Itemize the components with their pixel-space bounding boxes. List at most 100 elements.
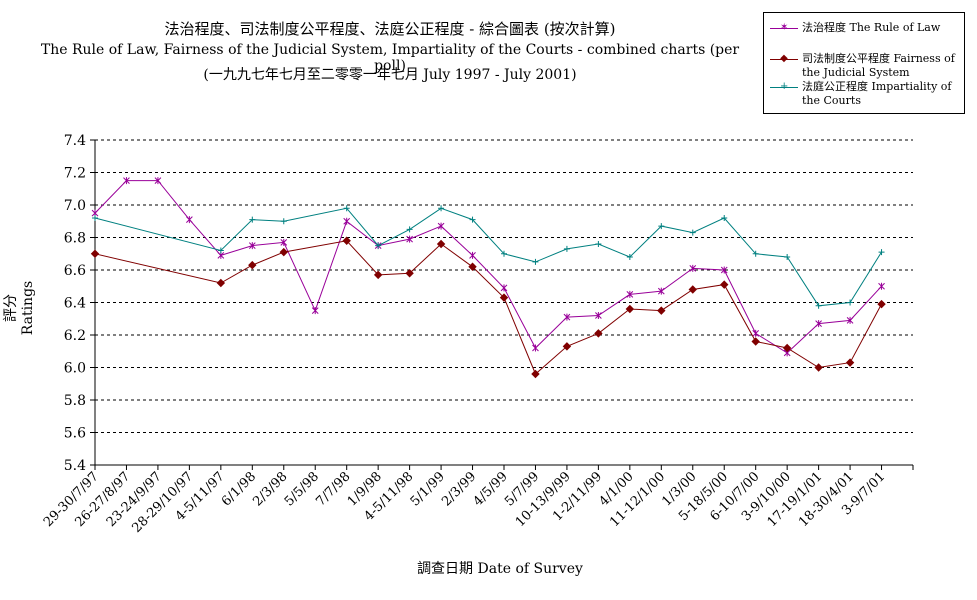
data-point-plus xyxy=(532,258,539,265)
legend-label-fairness: 司法制度公平程度 Fairness of the Judicial System xyxy=(802,52,955,79)
chart-subtitle-english: The Rule of Law, Fairness of the Judicia… xyxy=(40,42,740,74)
x-tick-label: 5/1/99 xyxy=(408,469,448,509)
data-point-diamond xyxy=(625,304,635,314)
data-point-diamond xyxy=(342,236,351,245)
x-tick-label: 6/1/98 xyxy=(219,469,259,509)
legend-swatch-impartiality xyxy=(770,87,798,88)
legend-label-rule-of-law: 法治程度 The Rule of Law xyxy=(802,21,941,34)
data-point-diamond xyxy=(216,278,226,288)
data-point-diamond xyxy=(657,306,666,315)
data-point-star xyxy=(469,251,476,259)
data-point-diamond xyxy=(877,299,886,309)
data-point-star xyxy=(406,235,413,243)
data-point-star xyxy=(720,266,728,274)
y-tick-label: 6.0 xyxy=(64,361,86,377)
data-point-star xyxy=(626,290,634,298)
legend-label-impartiality: 法庭公正程度 Impartiality of the Courts xyxy=(802,80,952,107)
y-tick-label: 6.4 xyxy=(64,296,86,312)
data-point-star xyxy=(311,307,319,315)
legend-diamond-marker-icon: ◆ xyxy=(780,53,788,64)
data-point-diamond xyxy=(814,363,823,372)
data-point-plus xyxy=(752,250,759,257)
data-point-star xyxy=(500,284,508,292)
data-point-plus xyxy=(595,241,602,247)
data-point-star xyxy=(186,216,193,224)
data-point-diamond xyxy=(531,369,540,379)
legend-swatch-fairness xyxy=(770,59,798,60)
data-point-plus xyxy=(815,302,822,309)
x-tick-label: 2/3/98 xyxy=(250,469,290,509)
data-point-diamond xyxy=(279,247,288,257)
legend-item-fairness: ◆ 司法制度公平程度 Fairness of the Judicial Syst… xyxy=(764,52,964,82)
chart-title: 法治程度、司法制度公平程度、法庭公正程度 - 綜合圖表 (按次計算) xyxy=(164,20,616,38)
data-point-plus xyxy=(469,216,476,223)
data-point-star xyxy=(154,177,162,185)
y-tick-label: 5.8 xyxy=(64,393,86,409)
data-point-star xyxy=(815,320,822,328)
x-tick-label: 5/5/98 xyxy=(282,469,322,509)
data-point-plus xyxy=(406,226,413,233)
legend-star-marker-icon: ✶ xyxy=(780,22,789,33)
series-line-2 xyxy=(94,207,882,307)
data-point-diamond xyxy=(373,270,383,280)
data-point-star xyxy=(846,316,854,324)
data-point-plus xyxy=(563,245,570,252)
data-point-diamond xyxy=(405,269,414,278)
data-point-star xyxy=(689,264,697,272)
data-point-plus xyxy=(280,218,287,225)
data-point-diamond xyxy=(436,239,446,249)
data-point-star xyxy=(878,282,885,290)
legend-swatch-rule-of-law xyxy=(770,28,798,29)
legend-item-rule-of-law: ✶ 法治程度 The Rule of Law xyxy=(764,21,964,51)
data-point-plus xyxy=(249,216,256,223)
data-point-plus xyxy=(343,205,350,212)
data-point-star xyxy=(248,242,256,250)
data-point-plus xyxy=(626,254,633,260)
data-point-diamond xyxy=(751,337,760,346)
data-point-star xyxy=(532,344,539,352)
x-tick-label: 2/3/99 xyxy=(439,469,479,509)
data-point-diamond xyxy=(248,260,257,270)
x-tick-label: 4/5/99 xyxy=(471,469,511,509)
legend: ✶ 法治程度 The Rule of Law ◆ 司法制度公平程度 Fairne… xyxy=(763,12,965,114)
data-point-star xyxy=(563,313,571,321)
data-point-diamond xyxy=(468,262,477,271)
data-point-diamond xyxy=(782,343,792,353)
data-point-star xyxy=(123,177,130,185)
x-axis-title: 調查日期 Date of Survey xyxy=(417,561,583,577)
data-point-plus xyxy=(501,250,507,257)
data-point-plus xyxy=(658,223,665,230)
y-tick-label: 6.6 xyxy=(64,263,86,279)
data-point-diamond xyxy=(562,342,572,351)
series-line-1 xyxy=(94,240,882,375)
series-line-0 xyxy=(94,180,882,354)
y-tick-label: 6.8 xyxy=(64,231,86,247)
y-tick-label: 6.2 xyxy=(64,328,86,344)
data-point-star xyxy=(752,329,760,337)
data-point-plus xyxy=(689,229,696,236)
y-tick-label: 7.0 xyxy=(64,198,86,214)
data-point-diamond xyxy=(720,280,729,289)
y-axis-title: 評分 Ratings xyxy=(3,280,36,336)
data-point-diamond xyxy=(845,358,855,367)
data-point-star xyxy=(595,312,602,319)
data-point-diamond xyxy=(594,329,603,338)
y-tick-label: 5.4 xyxy=(64,458,86,474)
data-point-plus xyxy=(217,247,224,254)
data-point-plus xyxy=(375,242,382,249)
y-tick-label: 7.4 xyxy=(64,133,86,149)
x-tick-label: 7/7/98 xyxy=(313,469,353,509)
legend-plus-marker-icon: + xyxy=(780,81,789,92)
legend-item-impartiality: + 法庭公正程度 Impartiality of the Courts xyxy=(764,80,964,110)
data-point-plus xyxy=(847,299,854,306)
data-point-star xyxy=(657,287,665,295)
chart-period: (一九九七年七月至二零零一年七月 July 1997 - July 2001) xyxy=(203,67,577,83)
y-tick-label: 7.2 xyxy=(64,166,86,182)
data-point-plus xyxy=(438,205,445,212)
data-point-diamond xyxy=(90,249,100,258)
data-point-diamond xyxy=(499,293,509,302)
data-point-star xyxy=(437,222,445,230)
data-point-plus xyxy=(92,215,98,221)
data-point-plus xyxy=(721,215,728,221)
